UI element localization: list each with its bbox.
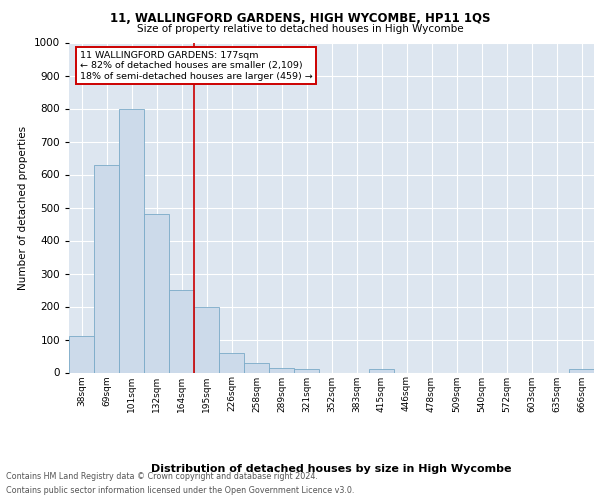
- Bar: [169, 290, 194, 372]
- Text: Size of property relative to detached houses in High Wycombe: Size of property relative to detached ho…: [137, 24, 463, 34]
- Bar: [119, 108, 144, 372]
- Bar: [69, 336, 94, 372]
- Bar: [144, 214, 169, 372]
- Bar: [219, 352, 244, 372]
- Bar: [269, 368, 294, 372]
- Bar: [369, 369, 394, 372]
- Text: 11 WALLINGFORD GARDENS: 177sqm
← 82% of detached houses are smaller (2,109)
18% : 11 WALLINGFORD GARDENS: 177sqm ← 82% of …: [79, 51, 312, 80]
- Text: Contains HM Land Registry data © Crown copyright and database right 2024.: Contains HM Land Registry data © Crown c…: [6, 472, 318, 481]
- Text: 11, WALLINGFORD GARDENS, HIGH WYCOMBE, HP11 1QS: 11, WALLINGFORD GARDENS, HIGH WYCOMBE, H…: [110, 12, 490, 25]
- Bar: [244, 362, 269, 372]
- Y-axis label: Number of detached properties: Number of detached properties: [18, 126, 28, 290]
- Bar: [294, 369, 319, 372]
- Bar: [569, 369, 594, 372]
- Bar: [194, 306, 219, 372]
- Bar: [94, 164, 119, 372]
- Text: Contains public sector information licensed under the Open Government Licence v3: Contains public sector information licen…: [6, 486, 355, 495]
- X-axis label: Distribution of detached houses by size in High Wycombe: Distribution of detached houses by size …: [151, 464, 512, 474]
